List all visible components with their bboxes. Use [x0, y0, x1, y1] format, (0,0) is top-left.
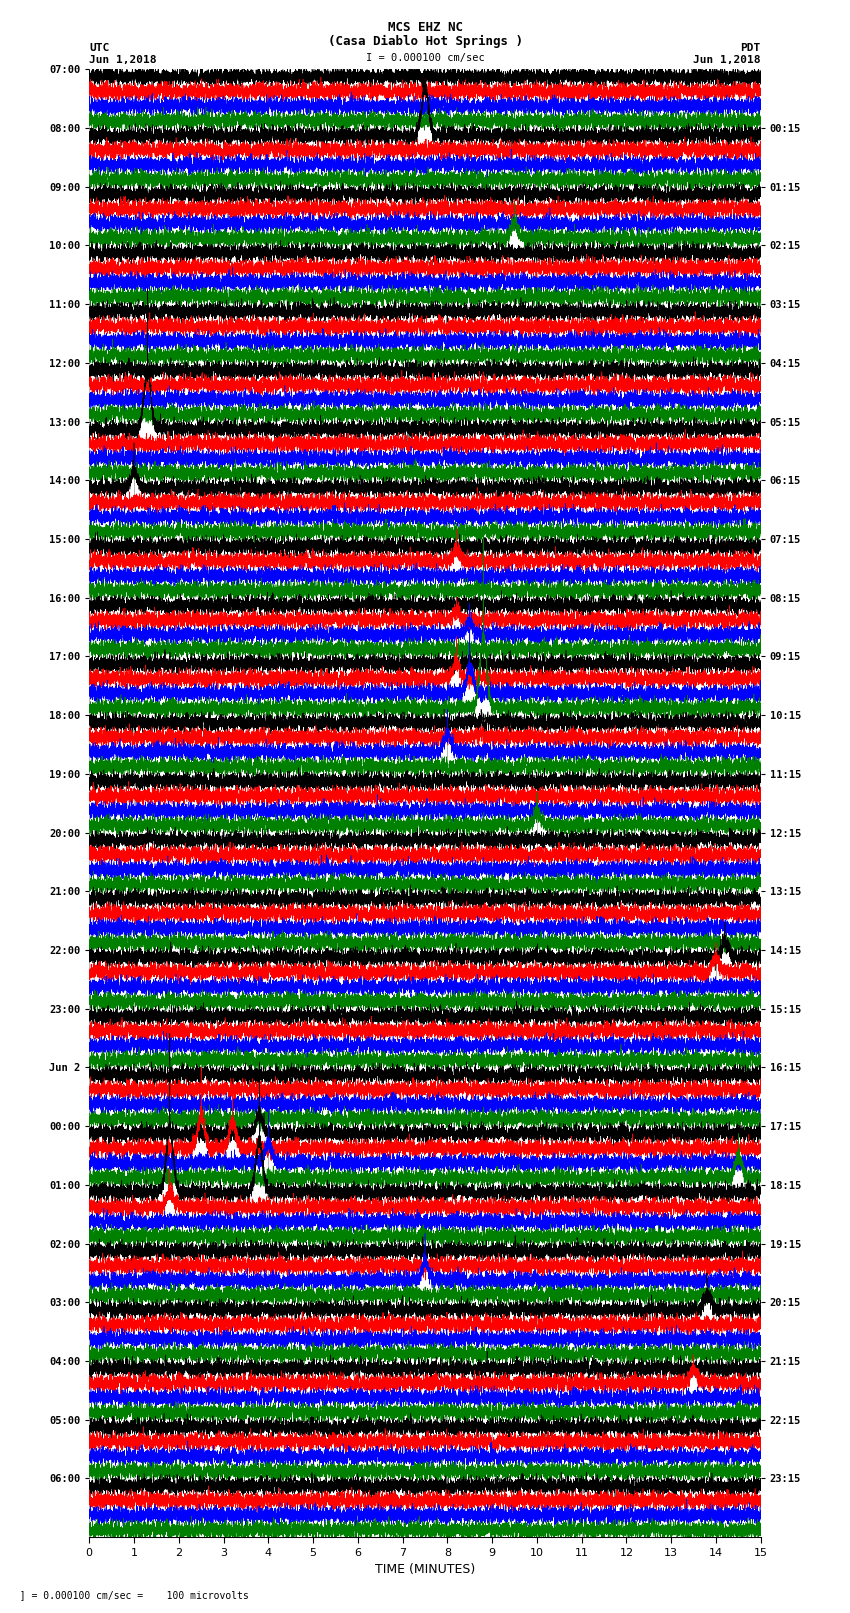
- Text: Jun 1,2018: Jun 1,2018: [694, 55, 761, 65]
- Text: ] = 0.000100 cm/sec =    100 microvolts: ] = 0.000100 cm/sec = 100 microvolts: [8, 1590, 249, 1600]
- Text: I = 0.000100 cm/sec: I = 0.000100 cm/sec: [366, 53, 484, 63]
- Text: (Casa Diablo Hot Springs ): (Casa Diablo Hot Springs ): [327, 35, 523, 48]
- Text: UTC: UTC: [89, 44, 110, 53]
- Text: MCS EHZ NC: MCS EHZ NC: [388, 21, 462, 34]
- X-axis label: TIME (MINUTES): TIME (MINUTES): [375, 1563, 475, 1576]
- Text: Jun 1,2018: Jun 1,2018: [89, 55, 156, 65]
- Text: PDT: PDT: [740, 44, 761, 53]
